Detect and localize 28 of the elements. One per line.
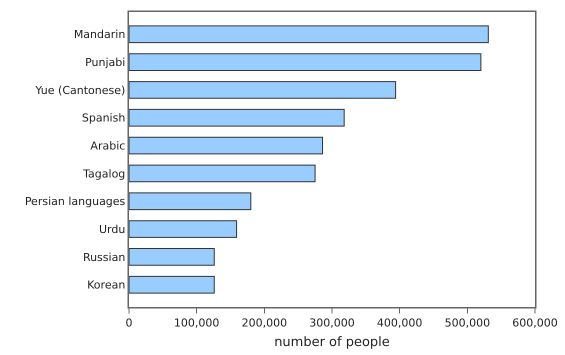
x-tick-label: 400,000 bbox=[376, 316, 422, 330]
y-tick-label: Persian languages bbox=[24, 195, 126, 208]
x-tick-label: 300,000 bbox=[309, 316, 355, 330]
y-tick-label: Arabic bbox=[90, 139, 126, 152]
y-tick-label: Punjabi bbox=[85, 56, 126, 69]
bar bbox=[129, 108, 345, 127]
bar bbox=[129, 276, 215, 294]
x-tick-label: 0 bbox=[126, 316, 132, 330]
x-tick-label: 100,000 bbox=[174, 316, 220, 330]
x-tick-label: 500,000 bbox=[444, 316, 490, 330]
bar bbox=[129, 248, 215, 266]
x-tick-label: 600,000 bbox=[512, 316, 558, 330]
bar bbox=[129, 220, 238, 238]
x-tick-label: 200,000 bbox=[242, 316, 288, 330]
bar bbox=[129, 53, 482, 71]
bar bbox=[129, 25, 489, 44]
bar bbox=[129, 164, 316, 182]
bar bbox=[129, 81, 396, 99]
y-tick-label: Russian bbox=[82, 250, 126, 264]
y-tick-label: Spanish bbox=[82, 112, 126, 125]
y-tick-label: Korean bbox=[87, 278, 126, 292]
y-tick-label: Urdu bbox=[98, 222, 126, 236]
y-tick-label: Tagalog bbox=[82, 167, 126, 180]
y-tick-label: Mandarin bbox=[74, 28, 126, 42]
bar bbox=[129, 136, 324, 154]
y-tick-label: Yue (Cantonese) bbox=[34, 84, 126, 97]
x-axis-title: number of people bbox=[274, 335, 390, 350]
bar bbox=[129, 192, 252, 210]
